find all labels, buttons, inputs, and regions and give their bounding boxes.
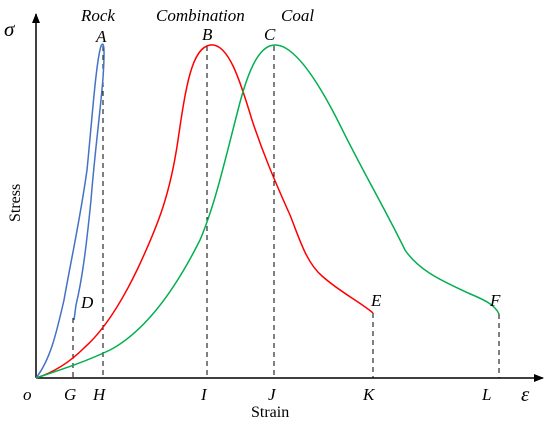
point-label-b: B (202, 25, 213, 44)
rock-curve (35, 43, 105, 379)
y-axis-symbol: σ (4, 17, 16, 41)
point-label-l: L (481, 385, 491, 404)
x-axis-symbol: ε (521, 382, 530, 406)
coal-curve-label: Coal (281, 6, 314, 25)
origin-label: o (23, 385, 32, 404)
point-label-c: C (264, 25, 276, 44)
coal-curve (35, 44, 500, 379)
combination-curve (35, 44, 374, 379)
x-axis-label: Strain (251, 404, 289, 421)
point-label-f: F (489, 291, 501, 310)
point-label-g: G (64, 385, 76, 404)
point-label-d: D (80, 293, 94, 312)
point-label-j: J (268, 385, 277, 404)
point-label-e: E (370, 291, 382, 310)
guide-lines (72, 46, 500, 378)
point-label-i: I (200, 385, 208, 404)
point-label-k: K (362, 385, 376, 404)
combination-curve-label: Combination (156, 6, 245, 25)
rock-curve-label: Rock (80, 6, 115, 25)
point-label-h: H (92, 385, 107, 404)
point-label-a: A (95, 27, 107, 46)
y-axis-label: Stress (7, 184, 24, 222)
